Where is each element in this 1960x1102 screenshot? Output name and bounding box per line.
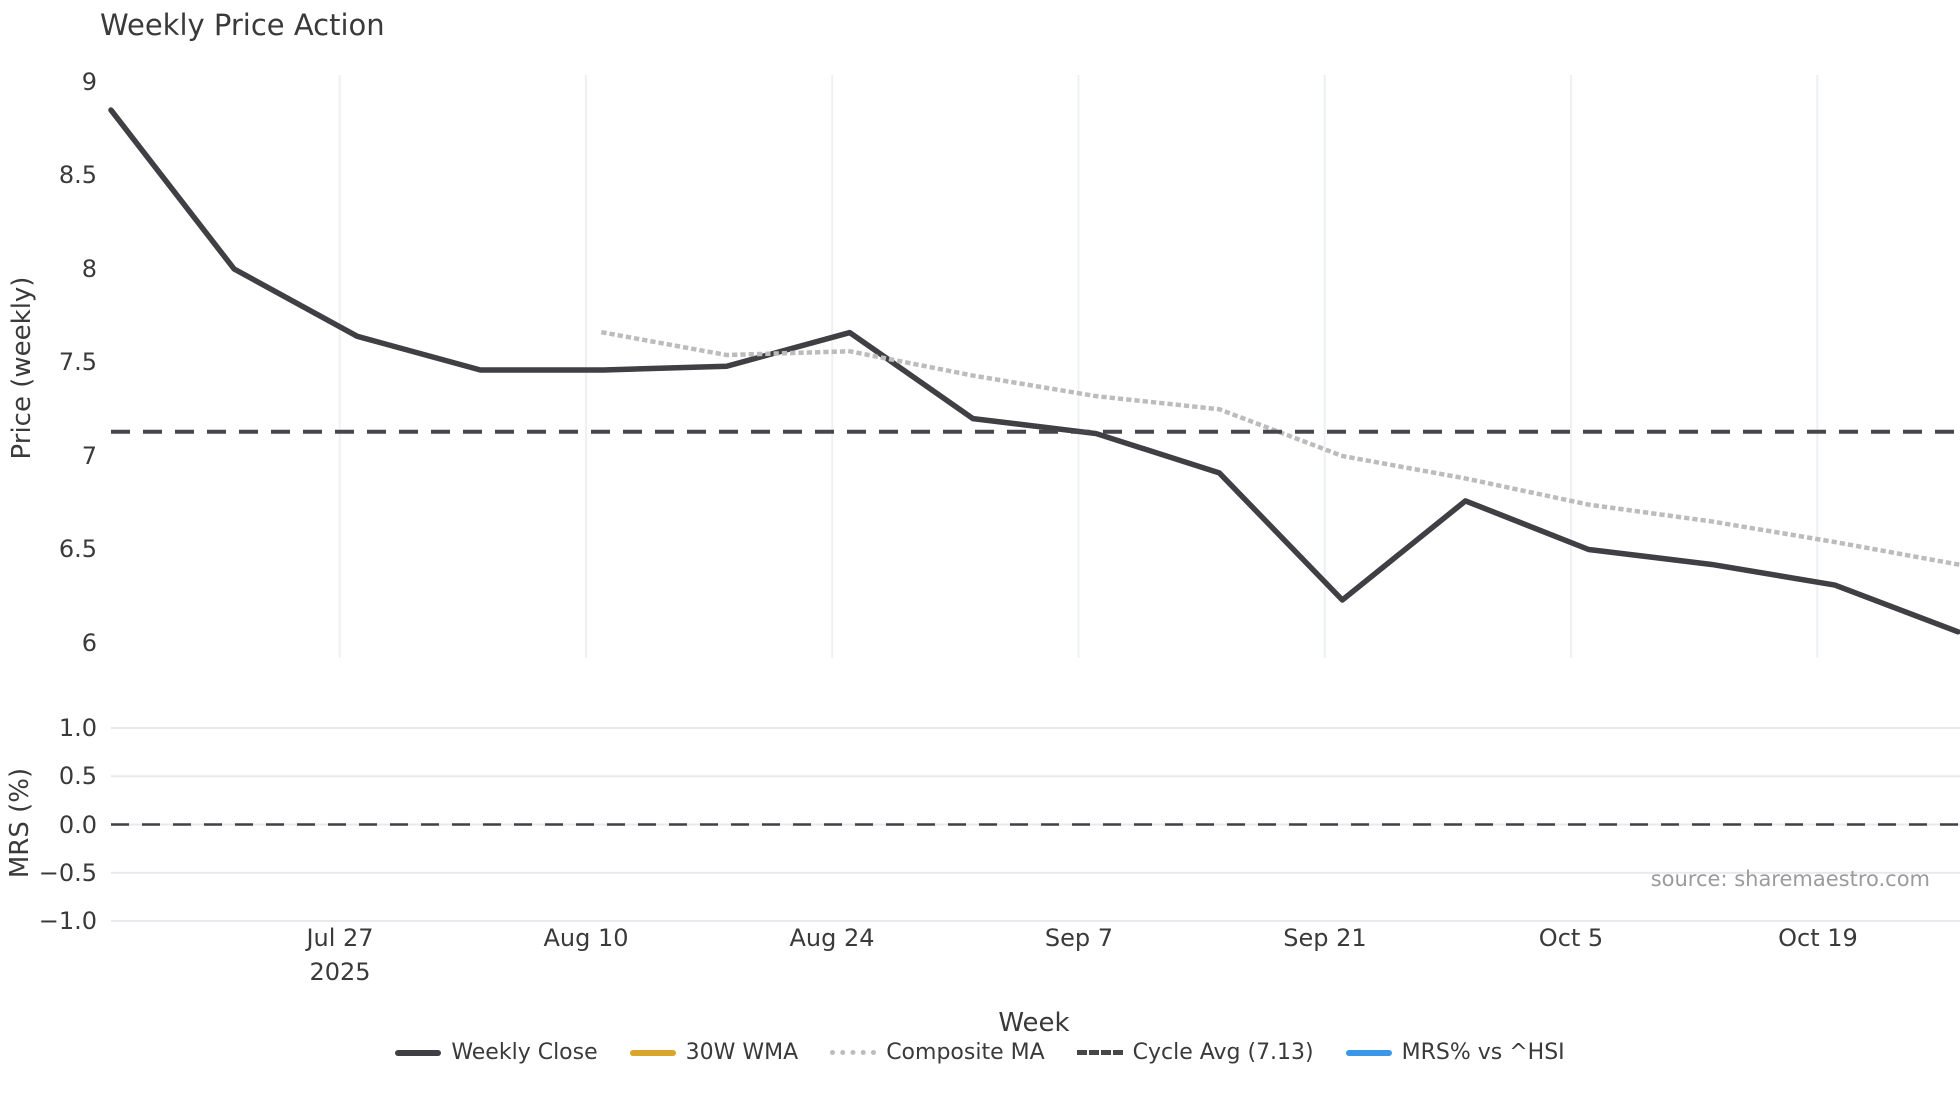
mrs-ytick-m1-0: −1.0 [38,907,97,935]
weekly-close-line [108,107,1960,635]
xtick-oct-19: Oct 19 [1778,924,1858,952]
xtick-sep-21: Sep 21 [1283,924,1367,952]
xtick-year: 2025 [309,958,371,986]
price-ytick-8-5: 8.5 [58,161,97,189]
xtick-aug-24: Aug 24 [789,924,875,952]
price-ytick-7: 7 [81,442,97,470]
source-note: source: sharemaestro.com [1650,867,1930,891]
price-ytick-8: 8 [81,255,97,283]
chart-title: Weekly Price Action [100,8,385,42]
mrs-ytick-1-0: 1.0 [58,714,97,742]
legend-item-30w-wma: 30W WMA [629,1040,799,1065]
cycle-avg-line-swatch [1076,1050,1123,1055]
price-ytick-6: 6 [81,629,97,657]
legend-label-mrs: MRS% vs ^HSI [1401,1040,1565,1065]
xtick-sep-7: Sep 7 [1044,924,1114,952]
wma-line-swatch [629,1049,676,1056]
composite-ma-line [600,329,1960,568]
legend-label-weekly-close: Weekly Close [451,1040,598,1065]
composite-ma-line-swatch [830,1050,877,1055]
weekly-close-line-swatch [395,1049,442,1056]
mrs-line-swatch [1345,1049,1392,1056]
legend-item-cycle-avg: Cycle Avg (7.13) [1076,1040,1314,1065]
legend-label-composite-ma: Composite MA [886,1040,1045,1065]
legend-item-composite-ma: Composite MA [830,1040,1045,1065]
xtick-aug-10: Aug 10 [543,924,629,952]
xtick-oct-5: Oct 5 [1538,924,1604,952]
price-ytick-6-5: 6.5 [58,535,97,563]
price-ytick-7-5: 7.5 [58,348,97,376]
xtick-jul-27: Jul 27 [306,924,374,952]
legend-label-cycle-avg: Cycle Avg (7.13) [1132,1040,1314,1065]
mrs-ytick-0-0: 0.0 [58,811,97,839]
x-axis-label: Week [998,1008,1070,1038]
legend-label-30w-wma: 30W WMA [685,1040,799,1065]
legend: Weekly Close 30W WMA Composite MA Cycle … [0,1040,1960,1065]
mrs-ytick-m0-5: −0.5 [38,859,97,887]
mrs-axis-label: MRS (%) [5,767,35,879]
price-ytick-9: 9 [81,68,97,96]
legend-item-mrs: MRS% vs ^HSI [1345,1040,1565,1065]
mrs-ytick-0-5: 0.5 [58,762,97,790]
legend-item-weekly-close: Weekly Close [395,1040,598,1065]
price-axis-label: Price (weekly) [7,276,37,460]
